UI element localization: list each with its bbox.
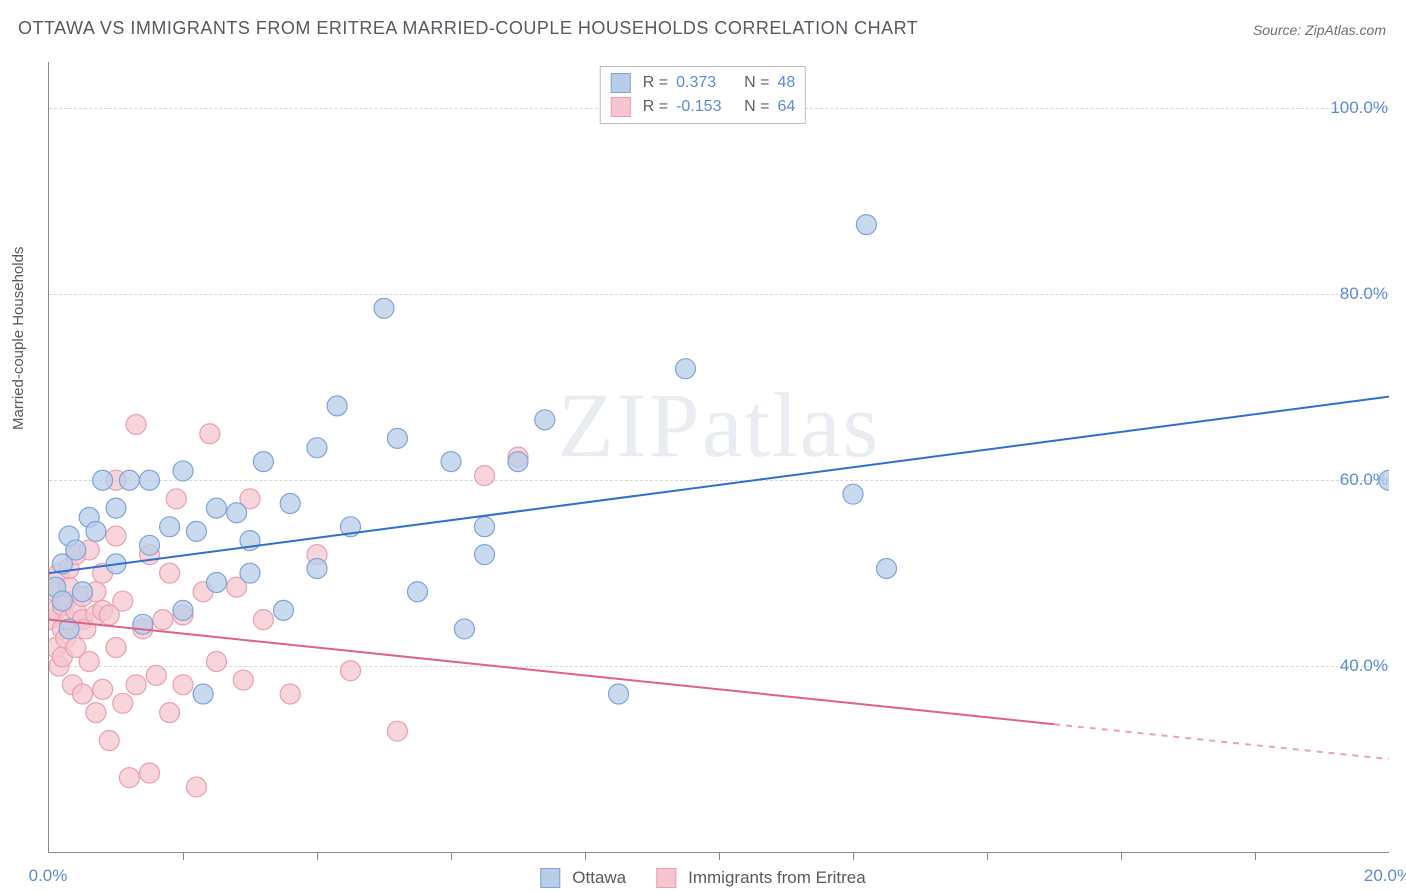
n-value-ottawa: 48 xyxy=(777,74,795,92)
x-tick-label: 20.0% xyxy=(1364,866,1406,886)
series-legend: Ottawa Immigrants from Eritrea xyxy=(532,868,873,888)
x-tick xyxy=(183,852,184,860)
legend-item-eritrea: Immigrants from Eritrea xyxy=(656,868,866,888)
source-attribution: Source: ZipAtlas.com xyxy=(1253,22,1386,38)
r-value-ottawa: 0.373 xyxy=(676,74,736,92)
x-tick xyxy=(585,852,586,860)
x-tick xyxy=(317,852,318,860)
x-tick xyxy=(451,852,452,860)
x-tick xyxy=(1255,852,1256,860)
n-label: N = xyxy=(744,98,769,116)
stats-legend: R = 0.373 N = 48 R = -0.153 N = 64 xyxy=(600,66,806,124)
n-value-eritrea: 64 xyxy=(777,98,795,116)
legend-label-ottawa: Ottawa xyxy=(572,868,626,888)
legend-swatch-ottawa xyxy=(540,868,560,888)
x-tick xyxy=(987,852,988,860)
legend-label-eritrea: Immigrants from Eritrea xyxy=(688,868,866,888)
r-label: R = xyxy=(643,98,668,116)
x-tick-label: 0.0% xyxy=(29,866,68,886)
r-value-eritrea: -0.153 xyxy=(676,98,736,116)
legend-item-ottawa: Ottawa xyxy=(540,868,626,888)
swatch-eritrea xyxy=(611,97,631,117)
x-tick xyxy=(1121,852,1122,860)
swatch-ottawa xyxy=(611,73,631,93)
stats-row-ottawa: R = 0.373 N = 48 xyxy=(611,71,795,95)
chart-area: ZIPatlas xyxy=(48,62,1389,853)
y-axis-label: Married-couple Households xyxy=(10,247,27,430)
x-tick xyxy=(853,852,854,860)
scatter-plot-svg xyxy=(49,62,1389,852)
x-tick xyxy=(719,852,720,860)
n-label: N = xyxy=(744,74,769,92)
r-label: R = xyxy=(643,74,668,92)
chart-title: OTTAWA VS IMMIGRANTS FROM ERITREA MARRIE… xyxy=(18,18,918,39)
legend-swatch-eritrea xyxy=(656,868,676,888)
stats-row-eritrea: R = -0.153 N = 64 xyxy=(611,95,795,119)
